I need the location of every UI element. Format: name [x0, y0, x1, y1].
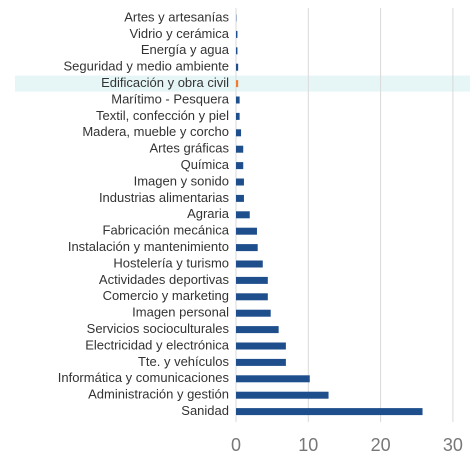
- y-tick-label: Imagen personal: [132, 305, 229, 320]
- y-tick-label: Artes y artesanías: [124, 9, 229, 24]
- bar: [236, 30, 238, 38]
- y-tick-label: Imagen y sonido: [134, 173, 229, 188]
- bar: [236, 211, 250, 219]
- bar: [236, 260, 263, 268]
- bar: [236, 178, 244, 186]
- y-tick-label: Servicios socioculturales: [87, 321, 230, 336]
- bar: [236, 358, 286, 366]
- x-tick-label: 20: [371, 435, 391, 455]
- y-tick-label: Textil, confección y piel: [96, 108, 229, 123]
- y-tick-label: Vidrio y cerámica: [130, 26, 230, 41]
- bar: [236, 375, 310, 383]
- bar: [236, 244, 258, 252]
- bar: [236, 391, 329, 399]
- y-tick-label: Seguridad y medio ambiente: [64, 59, 230, 74]
- bar: [236, 293, 268, 301]
- y-tick-label: Administración y gestión: [88, 387, 229, 402]
- bar: [236, 129, 242, 137]
- y-tick-label: Química: [181, 157, 230, 172]
- bar: [236, 309, 271, 317]
- bar: [236, 145, 244, 153]
- y-tick-label: Fabricación mecánica: [103, 223, 230, 238]
- x-tick-label: 30: [443, 435, 463, 455]
- bar: [236, 80, 239, 88]
- y-tick-label: Agraria: [187, 206, 230, 221]
- y-tick-label: Hostelería y turismo: [113, 255, 229, 270]
- y-tick-label: Actividades deportivas: [99, 272, 230, 287]
- y-tick-label: Edificación y obra civil: [101, 75, 229, 90]
- y-tick-label: Informática y comunicaciones: [58, 370, 230, 385]
- y-tick-label: Energía y agua: [141, 42, 230, 57]
- y-tick-label: Industrias alimentarias: [99, 190, 230, 205]
- bar: [236, 96, 240, 104]
- bar: [236, 326, 279, 334]
- x-tick-label: 10: [298, 435, 318, 455]
- bar: [236, 276, 268, 284]
- y-tick-label: Sanidad: [181, 403, 229, 418]
- y-tick-label: Electricidad y electrónica: [85, 337, 230, 352]
- highlight-band: [15, 75, 470, 92]
- bar: [236, 408, 423, 416]
- bar: [236, 342, 286, 350]
- x-tick-label: 0: [231, 435, 241, 455]
- y-tick-label: Comercio y marketing: [103, 288, 229, 303]
- y-tick-label: Marítimo - Pesquera: [111, 91, 230, 106]
- y-tick-label: Artes gráficas: [150, 141, 230, 156]
- bar: [236, 63, 239, 71]
- y-tick-label: Instalación y mantenimiento: [68, 239, 229, 254]
- bar: [236, 47, 238, 55]
- y-tick-label: Madera, mueble y corcho: [82, 124, 229, 139]
- bar: [236, 112, 240, 120]
- bar: [236, 162, 244, 170]
- bar: [236, 194, 244, 202]
- y-tick-label: Tte. y vehículos: [138, 354, 230, 369]
- bar: [236, 227, 257, 235]
